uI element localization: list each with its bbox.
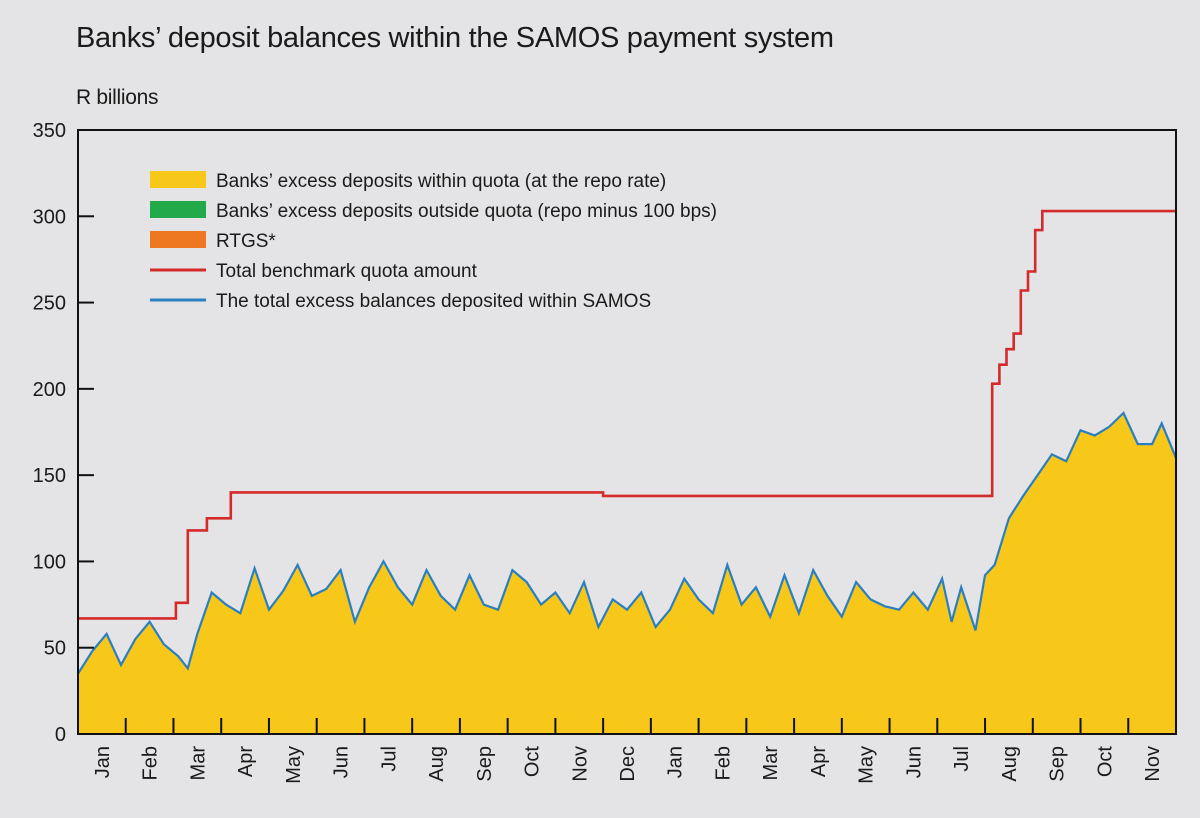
within-quota-area bbox=[78, 413, 1176, 734]
x-tick-label: Jan bbox=[92, 746, 114, 778]
legend: Banks’ excess deposits within quota (at … bbox=[150, 171, 717, 312]
chart-title: Banks’ deposit balances within the SAMOS… bbox=[76, 22, 834, 54]
benchmark-quota-line bbox=[78, 209, 1176, 620]
y-tick-label: 350 bbox=[33, 120, 66, 142]
x-tick-label: Sep bbox=[1047, 746, 1069, 782]
x-tick-label: May bbox=[283, 746, 305, 784]
x-tick-label: May bbox=[856, 746, 878, 784]
x-tick-label: Feb bbox=[713, 746, 735, 780]
total-excess-line bbox=[77, 411, 1178, 675]
x-tick-label: Nov bbox=[569, 746, 591, 782]
x-tick-label: Jul bbox=[378, 746, 400, 772]
legend-swatch-rtgs bbox=[150, 231, 206, 248]
y-tick-label: 300 bbox=[33, 206, 66, 228]
x-tick-label: Apr bbox=[235, 746, 257, 777]
x-tick-label: Jun bbox=[903, 746, 925, 778]
plot-area bbox=[77, 209, 1178, 734]
x-tick-label: Aug bbox=[426, 746, 448, 782]
x-tick-label: Oct bbox=[1094, 746, 1116, 778]
y-tick-label: 200 bbox=[33, 379, 66, 401]
x-tick-label: Apr bbox=[808, 746, 830, 777]
x-tick-label: Jan bbox=[665, 746, 687, 778]
legend-label: Banks’ excess deposits within quota (at … bbox=[216, 171, 666, 192]
x-tick-label: Mar bbox=[760, 746, 782, 781]
y-axis-unit-label: R billions bbox=[76, 86, 159, 109]
x-tick-label: Nov bbox=[1142, 746, 1164, 782]
y-tick-label: 50 bbox=[44, 638, 66, 660]
legend-label: Total benchmark quota amount bbox=[216, 261, 478, 282]
x-tick-label: Sep bbox=[474, 746, 496, 782]
x-tick-label: Oct bbox=[522, 746, 544, 778]
legend-label: Banks’ excess deposits outside quota (re… bbox=[216, 201, 717, 222]
legend-swatch-within_quota bbox=[150, 171, 206, 188]
legend-label: The total excess balances deposited with… bbox=[216, 291, 651, 312]
y-tick-label: 0 bbox=[55, 724, 66, 746]
y-tick-label: 250 bbox=[33, 293, 66, 315]
legend-swatch-outside_quota bbox=[150, 201, 206, 218]
y-tick-label: 150 bbox=[33, 465, 66, 487]
x-tick-label: Jun bbox=[331, 746, 353, 778]
x-tick-label: Aug bbox=[999, 746, 1021, 782]
x-tick-label: Jul bbox=[951, 746, 973, 772]
plot-frame bbox=[77, 129, 1177, 735]
axes: 0 50 100 150 200 250 300 350 Jan Feb Mar Apr May Jun J… bbox=[33, 120, 1177, 784]
x-tick-label: Dec bbox=[617, 746, 639, 782]
y-tick-label: 100 bbox=[33, 551, 66, 573]
x-tick-label: Feb bbox=[140, 746, 162, 780]
legend-label: RTGS* bbox=[216, 231, 276, 252]
x-tick-label: Mar bbox=[187, 746, 209, 781]
